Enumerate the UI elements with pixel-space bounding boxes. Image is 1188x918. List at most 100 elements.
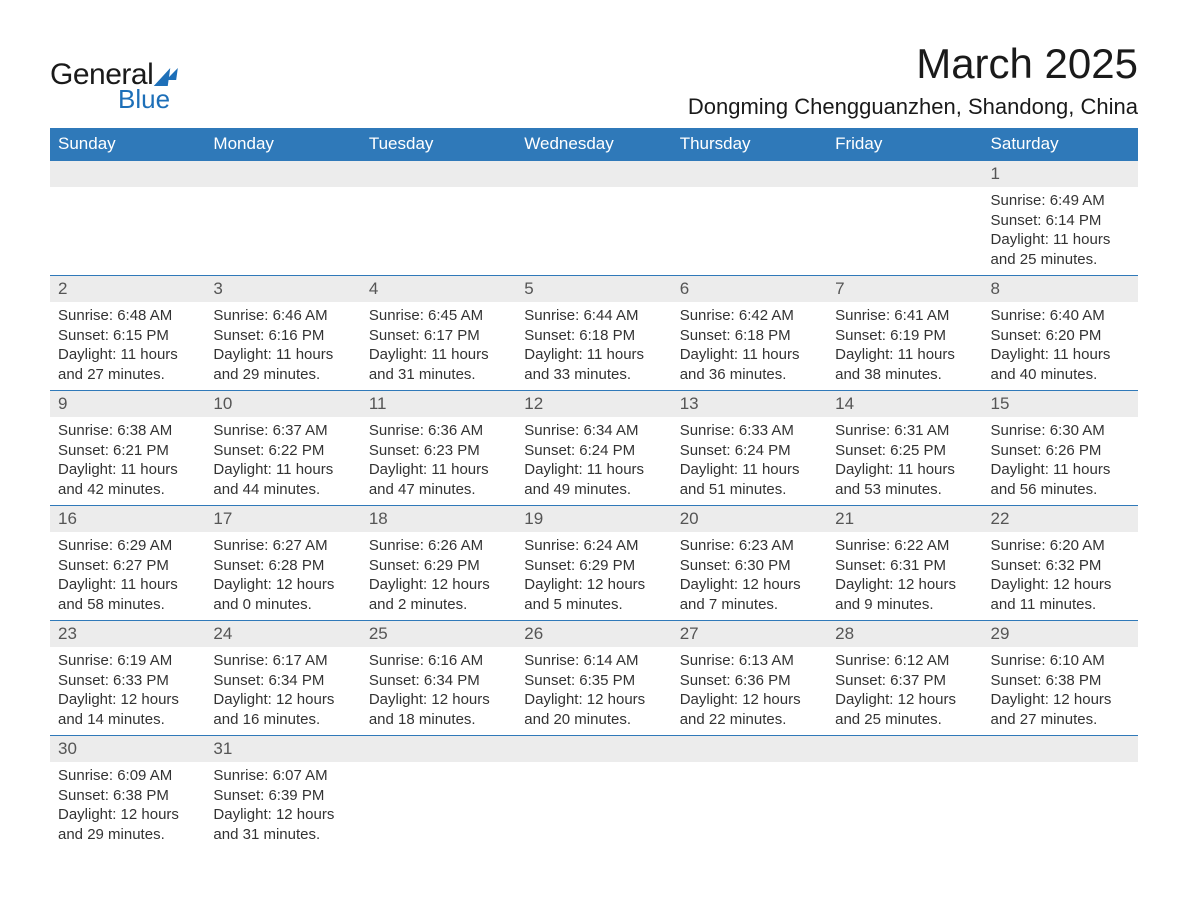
day-content: Sunrise: 6:20 AMSunset: 6:32 PMDaylight:… <box>983 532 1138 620</box>
sunrise-text: Sunrise: 6:48 AM <box>58 306 197 326</box>
week-row: 30Sunrise: 6:09 AMSunset: 6:38 PMDayligh… <box>50 736 1138 851</box>
day-number: 27 <box>672 621 827 647</box>
sunrise-text: Sunrise: 6:13 AM <box>680 651 819 671</box>
day-cell: 4Sunrise: 6:45 AMSunset: 6:17 PMDaylight… <box>361 276 516 391</box>
day-cell: 29Sunrise: 6:10 AMSunset: 6:38 PMDayligh… <box>983 621 1138 736</box>
day-content: Sunrise: 6:24 AMSunset: 6:29 PMDaylight:… <box>516 532 671 620</box>
daylight-text: Daylight: 11 hours and 38 minutes. <box>835 345 974 384</box>
week-row: 16Sunrise: 6:29 AMSunset: 6:27 PMDayligh… <box>50 506 1138 621</box>
sunrise-text: Sunrise: 6:40 AM <box>991 306 1130 326</box>
day-header: Saturday <box>983 128 1138 161</box>
sunrise-text: Sunrise: 6:42 AM <box>680 306 819 326</box>
daylight-text: Daylight: 12 hours and 9 minutes. <box>835 575 974 614</box>
daylight-text: Daylight: 12 hours and 5 minutes. <box>524 575 663 614</box>
sunset-text: Sunset: 6:39 PM <box>213 786 352 806</box>
location: Dongming Chengguanzhen, Shandong, China <box>688 94 1138 120</box>
day-cell: 7Sunrise: 6:41 AMSunset: 6:19 PMDaylight… <box>827 276 982 391</box>
day-cell: 23Sunrise: 6:19 AMSunset: 6:33 PMDayligh… <box>50 621 205 736</box>
day-number: 4 <box>361 276 516 302</box>
day-header: Monday <box>205 128 360 161</box>
day-content: Sunrise: 6:40 AMSunset: 6:20 PMDaylight:… <box>983 302 1138 390</box>
day-number: 3 <box>205 276 360 302</box>
day-cell <box>672 736 827 851</box>
daylight-text: Daylight: 11 hours and 53 minutes. <box>835 460 974 499</box>
day-content: Sunrise: 6:36 AMSunset: 6:23 PMDaylight:… <box>361 417 516 505</box>
day-content: Sunrise: 6:37 AMSunset: 6:22 PMDaylight:… <box>205 417 360 505</box>
day-cell: 20Sunrise: 6:23 AMSunset: 6:30 PMDayligh… <box>672 506 827 621</box>
day-cell: 5Sunrise: 6:44 AMSunset: 6:18 PMDaylight… <box>516 276 671 391</box>
daylight-text: Daylight: 11 hours and 49 minutes. <box>524 460 663 499</box>
sunset-text: Sunset: 6:19 PM <box>835 326 974 346</box>
day-cell <box>516 161 671 276</box>
sunrise-text: Sunrise: 6:14 AM <box>524 651 663 671</box>
sunrise-text: Sunrise: 6:10 AM <box>991 651 1130 671</box>
daylight-text: Daylight: 11 hours and 40 minutes. <box>991 345 1130 384</box>
day-number: 12 <box>516 391 671 417</box>
header-row: General Blue March 2025 Dongming Chenggu… <box>50 40 1138 120</box>
sunrise-text: Sunrise: 6:37 AM <box>213 421 352 441</box>
day-cell: 8Sunrise: 6:40 AMSunset: 6:20 PMDaylight… <box>983 276 1138 391</box>
sunset-text: Sunset: 6:22 PM <box>213 441 352 461</box>
week-row: 23Sunrise: 6:19 AMSunset: 6:33 PMDayligh… <box>50 621 1138 736</box>
day-number <box>827 736 982 762</box>
daylight-text: Daylight: 11 hours and 44 minutes. <box>213 460 352 499</box>
sunset-text: Sunset: 6:29 PM <box>524 556 663 576</box>
day-number: 24 <box>205 621 360 647</box>
sunrise-text: Sunrise: 6:20 AM <box>991 536 1130 556</box>
day-content: Sunrise: 6:19 AMSunset: 6:33 PMDaylight:… <box>50 647 205 735</box>
sunrise-text: Sunrise: 6:36 AM <box>369 421 508 441</box>
sunset-text: Sunset: 6:30 PM <box>680 556 819 576</box>
sunrise-text: Sunrise: 6:41 AM <box>835 306 974 326</box>
daylight-text: Daylight: 11 hours and 36 minutes. <box>680 345 819 384</box>
sunset-text: Sunset: 6:37 PM <box>835 671 974 691</box>
daylight-text: Daylight: 12 hours and 25 minutes. <box>835 690 974 729</box>
day-cell: 25Sunrise: 6:16 AMSunset: 6:34 PMDayligh… <box>361 621 516 736</box>
sunrise-text: Sunrise: 6:44 AM <box>524 306 663 326</box>
day-cell: 21Sunrise: 6:22 AMSunset: 6:31 PMDayligh… <box>827 506 982 621</box>
sunset-text: Sunset: 6:23 PM <box>369 441 508 461</box>
day-number: 28 <box>827 621 982 647</box>
sunset-text: Sunset: 6:36 PM <box>680 671 819 691</box>
day-content: Sunrise: 6:34 AMSunset: 6:24 PMDaylight:… <box>516 417 671 505</box>
day-cell: 15Sunrise: 6:30 AMSunset: 6:26 PMDayligh… <box>983 391 1138 506</box>
day-number: 1 <box>983 161 1138 187</box>
daylight-text: Daylight: 12 hours and 27 minutes. <box>991 690 1130 729</box>
day-cell: 27Sunrise: 6:13 AMSunset: 6:36 PMDayligh… <box>672 621 827 736</box>
sunset-text: Sunset: 6:15 PM <box>58 326 197 346</box>
sunrise-text: Sunrise: 6:26 AM <box>369 536 508 556</box>
day-content: Sunrise: 6:07 AMSunset: 6:39 PMDaylight:… <box>205 762 360 850</box>
logo-triangle2-icon <box>166 68 178 80</box>
day-cell: 13Sunrise: 6:33 AMSunset: 6:24 PMDayligh… <box>672 391 827 506</box>
day-content: Sunrise: 6:16 AMSunset: 6:34 PMDaylight:… <box>361 647 516 735</box>
day-content: Sunrise: 6:48 AMSunset: 6:15 PMDaylight:… <box>50 302 205 390</box>
week-row: 2Sunrise: 6:48 AMSunset: 6:15 PMDaylight… <box>50 276 1138 391</box>
sunrise-text: Sunrise: 6:30 AM <box>991 421 1130 441</box>
sunrise-text: Sunrise: 6:23 AM <box>680 536 819 556</box>
daylight-text: Daylight: 12 hours and 14 minutes. <box>58 690 197 729</box>
sunset-text: Sunset: 6:24 PM <box>524 441 663 461</box>
day-number: 5 <box>516 276 671 302</box>
day-cell <box>361 161 516 276</box>
sunset-text: Sunset: 6:24 PM <box>680 441 819 461</box>
day-header: Sunday <box>50 128 205 161</box>
day-content: Sunrise: 6:41 AMSunset: 6:19 PMDaylight:… <box>827 302 982 390</box>
day-cell: 11Sunrise: 6:36 AMSunset: 6:23 PMDayligh… <box>361 391 516 506</box>
day-content: Sunrise: 6:33 AMSunset: 6:24 PMDaylight:… <box>672 417 827 505</box>
day-number: 23 <box>50 621 205 647</box>
day-content: Sunrise: 6:31 AMSunset: 6:25 PMDaylight:… <box>827 417 982 505</box>
day-number: 15 <box>983 391 1138 417</box>
sunset-text: Sunset: 6:17 PM <box>369 326 508 346</box>
sunset-text: Sunset: 6:18 PM <box>680 326 819 346</box>
sunrise-text: Sunrise: 6:22 AM <box>835 536 974 556</box>
day-content: Sunrise: 6:45 AMSunset: 6:17 PMDaylight:… <box>361 302 516 390</box>
sunset-text: Sunset: 6:20 PM <box>991 326 1130 346</box>
day-cell <box>827 736 982 851</box>
daylight-text: Daylight: 12 hours and 18 minutes. <box>369 690 508 729</box>
calendar-body: 1Sunrise: 6:49 AMSunset: 6:14 PMDaylight… <box>50 161 1138 851</box>
daylight-text: Daylight: 12 hours and 20 minutes. <box>524 690 663 729</box>
day-cell: 17Sunrise: 6:27 AMSunset: 6:28 PMDayligh… <box>205 506 360 621</box>
day-number: 16 <box>50 506 205 532</box>
day-cell: 18Sunrise: 6:26 AMSunset: 6:29 PMDayligh… <box>361 506 516 621</box>
sunset-text: Sunset: 6:34 PM <box>213 671 352 691</box>
sunrise-text: Sunrise: 6:12 AM <box>835 651 974 671</box>
